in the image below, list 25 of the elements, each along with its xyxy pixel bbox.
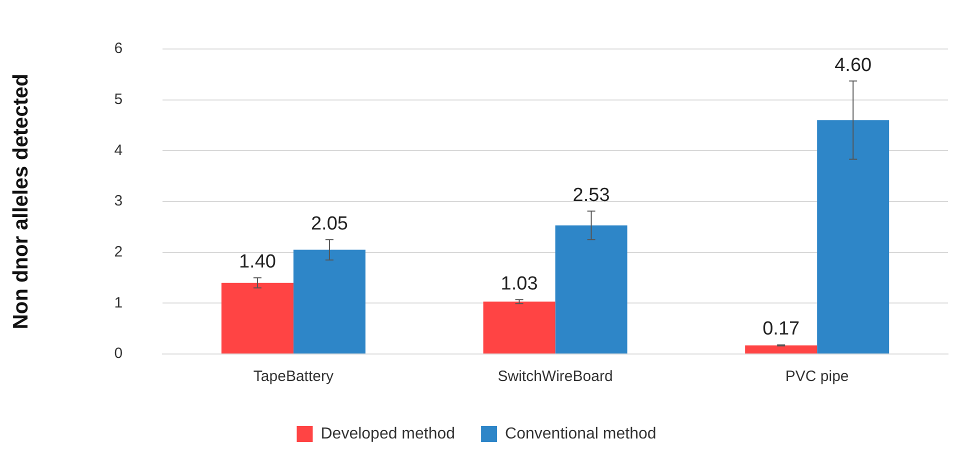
- bar: [221, 282, 294, 354]
- data-label: 1.03: [500, 273, 538, 294]
- y-tick-label: 2: [114, 243, 123, 260]
- y-tick-label: 0: [114, 345, 123, 362]
- y-tick-label: 4: [114, 142, 123, 159]
- bar: [293, 250, 366, 354]
- x-tick-label: SwitchWireBoard: [498, 368, 613, 386]
- bar: [745, 345, 818, 354]
- x-tick-label: PVC pipe: [785, 368, 849, 386]
- y-tick-label: 1: [114, 294, 123, 312]
- y-tick-label: 6: [114, 40, 123, 58]
- bar: [483, 302, 556, 354]
- y-tick-label: 3: [114, 192, 123, 210]
- x-tick-label: TapeBattery: [253, 368, 334, 386]
- data-label: 0.17: [762, 318, 800, 340]
- data-label: 2.05: [310, 213, 348, 234]
- bar: [817, 120, 890, 354]
- y-tick-label: 5: [114, 90, 123, 108]
- bar: [555, 225, 628, 354]
- legend-label: Developed method: [320, 425, 456, 442]
- data-label: 2.53: [572, 184, 610, 206]
- data-label: 4.60: [834, 54, 872, 76]
- data-label: 1.40: [238, 251, 276, 272]
- legend-label: Conventional method: [505, 425, 656, 442]
- y-axis-title: Non dnor alleles detected: [9, 74, 32, 330]
